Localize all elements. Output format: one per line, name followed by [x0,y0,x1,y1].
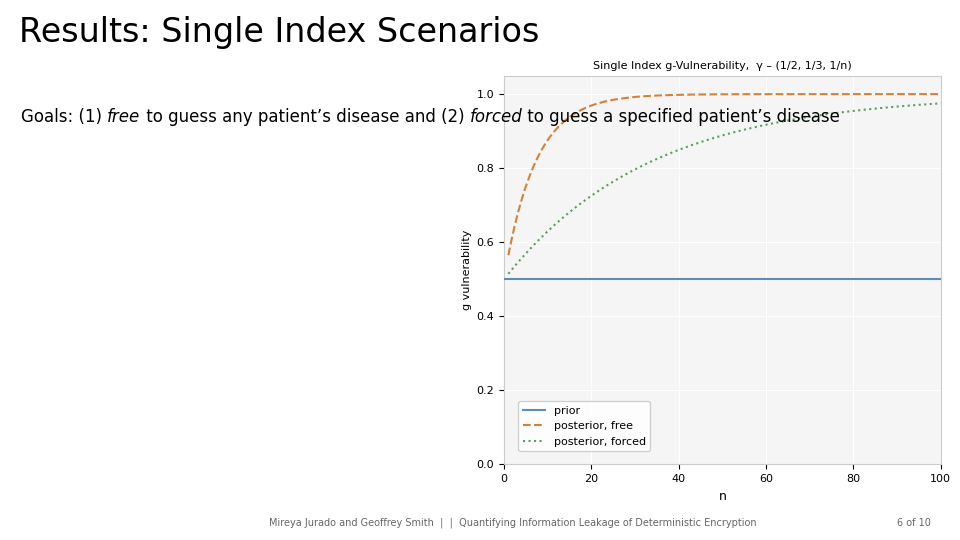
posterior, free [674,92,685,98]
Text: Mireya Jurado and Geoffrey Smith  |  |  Quantifying Information Leakage of Deter: Mireya Jurado and Geoffrey Smith | | Qua… [269,518,756,528]
posterior, forced [674,146,685,153]
posterior, free [643,93,655,99]
X-axis label: n: n [718,490,727,503]
posterior, free [815,91,827,97]
posterior, free [555,122,566,128]
posterior, forced [555,217,566,223]
Text: to guess a specified patient’s disease: to guess a specified patient’s disease [522,108,840,126]
Legend: prior, posterior, free, posterior, forced: prior, posterior, free, posterior, force… [518,401,651,451]
Text: Goals: (1): Goals: (1) [21,108,108,126]
Text: Results: Single Index Scenarios: Results: Single Index Scenarios [19,16,540,49]
Text: to guess any patient’s disease and (2): to guess any patient’s disease and (2) [140,108,469,126]
Text: forced: forced [469,108,522,126]
posterior, forced [643,159,655,166]
posterior, free [775,91,786,97]
Y-axis label: g vulnerability: g vulnerability [463,230,472,310]
posterior, forced [815,112,827,118]
Title: Single Index g-Vulnerability,  γ – (1/2, 1/3, 1/n): Single Index g-Vulnerability, γ – (1/2, … [593,60,852,71]
Text: free: free [108,108,140,126]
Line: posterior, forced: posterior, forced [509,103,941,274]
posterior, forced [775,119,786,125]
Line: posterior, free: posterior, free [509,94,941,255]
posterior, free [817,91,828,97]
Text: 6 of 10: 6 of 10 [898,518,931,528]
posterior, forced [817,112,828,118]
posterior, forced [935,100,947,106]
posterior, free [503,252,515,259]
posterior, free [935,91,947,97]
posterior, forced [503,271,515,277]
